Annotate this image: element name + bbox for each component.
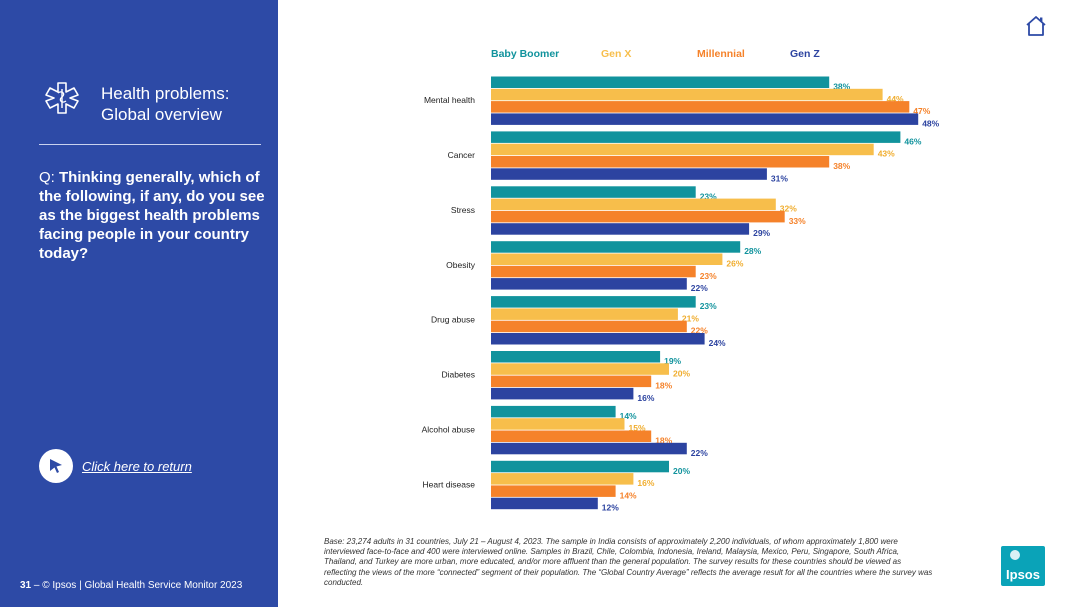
legend-baby-boomer: Baby Boomer (491, 48, 559, 60)
section-title-line2: Global overview (101, 105, 222, 124)
legend-gen-x: Gen X (601, 48, 631, 60)
ipsos-logo: Ipsos (1001, 546, 1045, 586)
category-label-obesity: Obesity (446, 260, 476, 270)
value-label-stress-gen-x: 32% (780, 204, 797, 214)
bar-diabetes-baby-boomer (491, 351, 661, 363)
bar-obesity-millennial (491, 265, 696, 278)
category-label-drug-abuse: Drug abuse (431, 315, 475, 325)
bar-stress-gen-x (491, 198, 776, 211)
value-label-alcohol-abuse-gen-x: 15% (629, 423, 646, 433)
value-label-drug-abuse-baby-boomer: 23% (700, 301, 717, 311)
bar-chart: Baby Boomer Gen X Millennial Gen Z Mental he… (422, 48, 940, 513)
value-label-stress-baby-boomer: 23% (700, 191, 717, 201)
value-label-cancer-millennial: 38% (833, 161, 850, 171)
bar-stress-millennial (491, 210, 785, 223)
divider (39, 144, 261, 145)
bar-mental-health-millennial (491, 101, 910, 113)
bar-mental-health-baby-boomer (491, 76, 830, 88)
category-label-mental-health: Mental health (424, 95, 475, 105)
value-label-mental-health-baby-boomer: 38% (833, 82, 850, 92)
bar-stress-gen-z (491, 223, 750, 235)
bar-alcohol-abuse-millennial (491, 430, 652, 442)
value-label-cancer-baby-boomer: 46% (904, 136, 921, 146)
value-label-mental-health-millennial: 47% (913, 106, 930, 116)
value-label-alcohol-abuse-gen-z: 22% (691, 448, 708, 458)
bar-drug-abuse-gen-z (491, 333, 705, 345)
value-label-diabetes-baby-boomer: 19% (664, 356, 681, 366)
value-label-heart-disease-millennial: 14% (620, 490, 637, 500)
bar-drug-abuse-gen-x (491, 308, 678, 320)
bar-drug-abuse-baby-boomer (491, 296, 696, 308)
value-label-mental-health-gen-z: 48% (922, 118, 939, 128)
value-label-obesity-millennial: 23% (700, 271, 717, 281)
value-label-diabetes-millennial: 18% (655, 381, 672, 391)
page-number: 31 (20, 580, 32, 591)
value-label-alcohol-abuse-baby-boomer: 14% (620, 411, 637, 421)
bar-heart-disease-baby-boomer (491, 460, 669, 473)
bar-heart-disease-gen-z (491, 497, 598, 510)
bar-mental-health-gen-z (491, 113, 919, 125)
value-label-drug-abuse-millennial: 22% (691, 326, 708, 336)
value-label-diabetes-gen-z: 16% (637, 393, 654, 403)
value-label-obesity-gen-z: 22% (691, 283, 708, 293)
bar-mental-health-gen-x (491, 88, 883, 101)
value-label-stress-millennial: 33% (789, 216, 806, 226)
return-button[interactable] (39, 449, 73, 483)
footer-text: – © Ipsos | Global Health Service Monito… (31, 580, 243, 591)
sidebar: Health problems: Global overview Q: Thin… (0, 0, 278, 607)
value-label-heart-disease-gen-x: 16% (637, 478, 654, 488)
value-label-obesity-gen-x: 26% (726, 259, 743, 269)
category-label-stress: Stress (451, 205, 475, 215)
legend-millennial: Millennial (697, 48, 745, 60)
bar-cancer-gen-z (491, 168, 767, 180)
bar-obesity-gen-x (491, 253, 723, 265)
base-note: Base: 23,274 adults in 31 countries, Jul… (324, 537, 933, 587)
category-label-cancer: Cancer (448, 150, 476, 160)
health-cross-icon (45, 82, 79, 114)
value-label-alcohol-abuse-millennial: 18% (655, 436, 672, 446)
value-label-obesity-baby-boomer: 28% (744, 246, 761, 256)
value-label-diabetes-gen-x: 20% (673, 368, 690, 378)
bar-alcohol-abuse-baby-boomer (491, 405, 616, 418)
bar-heart-disease-millennial (491, 485, 616, 497)
value-label-drug-abuse-gen-x: 21% (682, 313, 699, 323)
value-label-mental-health-gen-x: 44% (887, 94, 904, 104)
value-label-heart-disease-gen-z: 12% (602, 503, 619, 513)
bar-heart-disease-gen-x (491, 473, 634, 485)
bar-alcohol-abuse-gen-z (491, 442, 687, 455)
bar-drug-abuse-millennial (491, 320, 687, 333)
value-label-cancer-gen-z: 31% (771, 173, 788, 183)
category-label-heart-disease: Heart disease (423, 479, 476, 489)
section-title: Health problems: Global overview (101, 83, 230, 125)
value-label-cancer-gen-x: 43% (878, 149, 895, 159)
survey-question: Q: Thinking generally, which of the foll… (39, 168, 269, 263)
bar-diabetes-gen-x (491, 363, 669, 375)
bar-cancer-baby-boomer (491, 131, 901, 143)
question-text: Thinking generally, which of the followi… (39, 169, 265, 262)
bar-stress-baby-boomer (491, 186, 696, 198)
value-label-drug-abuse-gen-z: 24% (709, 338, 726, 348)
cursor-arrow-icon (50, 459, 62, 473)
question-prefix: Q: (39, 169, 60, 186)
value-label-stress-gen-z: 29% (753, 228, 770, 238)
return-link[interactable]: Click here to return (82, 459, 192, 474)
logo-text: Ipsos (1006, 567, 1040, 582)
bar-obesity-gen-z (491, 278, 687, 290)
bar-alcohol-abuse-gen-x (491, 418, 625, 430)
value-label-heart-disease-baby-boomer: 20% (673, 466, 690, 476)
category-label-alcohol-abuse: Alcohol abuse (422, 425, 476, 435)
bar-obesity-baby-boomer (491, 241, 741, 253)
bar-cancer-millennial (491, 156, 830, 168)
bar-cancer-gen-x (491, 143, 874, 156)
category-label-diabetes: Diabetes (441, 370, 475, 380)
section-title-line1: Health problems: (101, 84, 230, 103)
bar-diabetes-gen-z (491, 387, 634, 400)
legend-gen-z: Gen Z (790, 48, 820, 60)
bar-diabetes-millennial (491, 375, 652, 388)
home-icon[interactable] (1024, 14, 1048, 38)
footer: 31 – © Ipsos | Global Health Service Mon… (20, 580, 242, 591)
